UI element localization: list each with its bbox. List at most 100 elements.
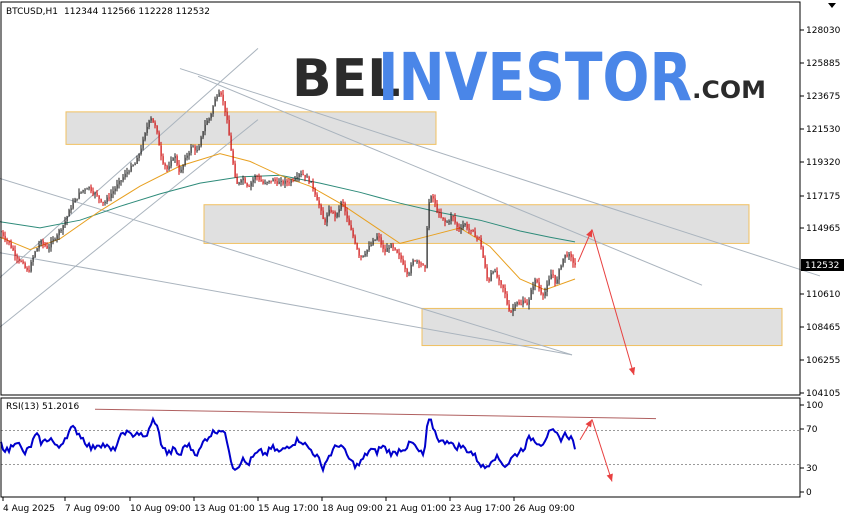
candle [266,181,268,186]
candle [404,260,406,273]
x-tick-label: 4 Aug 2025 [3,504,55,514]
candle [490,269,492,282]
candle-body [74,198,76,203]
candle-body [62,225,64,230]
candle [464,222,466,227]
candle [288,178,290,186]
candle [420,261,422,268]
candle [76,198,78,202]
candle [426,226,428,269]
candle-body [382,244,384,249]
candle-body [90,186,92,192]
candle [248,184,250,188]
candle [552,269,554,279]
candle-body [484,257,486,268]
candle [446,220,448,223]
candle-body [248,186,250,188]
x-tick-label: 23 Aug 17:00 [450,504,511,514]
candle-body [214,99,216,107]
candle [228,115,230,136]
candle [102,201,104,206]
candle-body [476,236,478,238]
candle-body [222,94,224,102]
candle-body [10,242,12,248]
candle [140,144,142,156]
candle [442,217,444,221]
candle-body [246,183,248,187]
candle [376,233,378,241]
candle-body [522,300,524,305]
rsi-forecast-arrowhead-icon [606,473,613,482]
candle-body [406,268,408,275]
candle [278,178,280,185]
candle-body [386,248,388,252]
candle-body [328,209,330,216]
candle-body [318,200,320,205]
candle [512,303,514,317]
candle-body [480,238,482,247]
candle [54,237,56,242]
candle [574,258,576,268]
candle [8,240,10,246]
candle-body [254,175,256,180]
candle [50,236,52,252]
candle [564,254,566,263]
candle-body [362,255,364,257]
candle [358,247,360,259]
candle [138,153,140,162]
candle-body [44,244,46,246]
candle [416,259,418,264]
belinvestor-logo: BEL INVESTOR .COM [292,39,766,116]
candle-body [388,247,390,249]
candle [34,250,36,259]
candle [216,94,218,102]
candle [390,242,392,249]
candle-body [282,181,284,184]
candle-body [88,186,90,189]
candle-body [396,249,398,253]
candle [488,277,490,283]
candle [418,259,420,269]
candle-body [360,255,362,257]
candle [386,243,388,252]
candle-body [46,245,48,249]
candle [196,145,198,153]
candle [406,267,408,278]
candle [78,188,80,200]
candle-body [404,264,406,269]
candle-body [524,300,526,303]
chart-menu-caret-icon[interactable] [828,3,836,8]
candle [424,264,426,272]
candle [516,301,518,307]
candle [342,199,344,208]
candle [318,196,320,209]
forecast-arrowhead-icon [586,229,593,238]
candle-body [548,279,550,285]
candle-body [66,216,68,222]
candle [348,215,350,226]
candle [536,278,538,284]
candle [310,181,312,183]
candle [414,259,416,262]
x-tick-label: 26 Aug 09:00 [514,504,575,514]
candle [308,175,310,185]
rsi-forecast-line-2 [591,419,613,482]
candle [124,169,126,180]
y-tick-label: 119320 [806,158,841,168]
candle [164,162,166,170]
candle [150,116,152,124]
candle-body [42,240,44,245]
candle-body [20,260,22,262]
candle-body [544,291,546,296]
candle-body [442,217,444,220]
candle-body [268,180,270,182]
candle [350,220,352,231]
candle [178,160,180,175]
candle-body [2,232,4,236]
candle-body [54,239,56,241]
candle [514,302,516,312]
candle [108,193,110,202]
candle-body [220,92,222,95]
candle-body [26,267,28,271]
candle [470,229,472,235]
